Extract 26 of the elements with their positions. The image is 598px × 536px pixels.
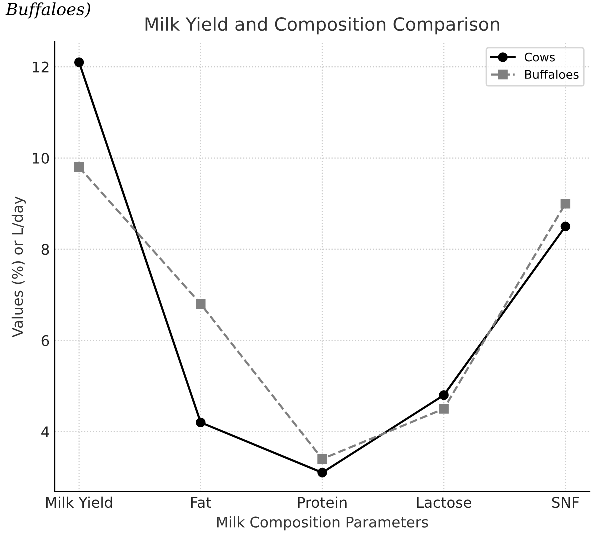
y-tick-label: 4 <box>42 426 50 438</box>
y-tick-label: 8 <box>42 244 50 256</box>
point <box>439 404 449 414</box>
legend-label: Buffaloes <box>525 70 579 80</box>
chart-title: Milk Yield and Composition Comparison <box>146 17 500 35</box>
x-tick-label: SNF <box>552 497 580 508</box>
point <box>318 454 328 464</box>
point <box>74 58 84 68</box>
y-tick-label: 6 <box>42 335 50 346</box>
point <box>318 468 328 478</box>
legend-label: Cows <box>524 52 556 62</box>
point <box>560 222 571 232</box>
y-axis-title: Values (%) or L/day <box>12 196 26 338</box>
x-tick-label: Milk Yield <box>46 496 112 508</box>
point <box>196 299 206 310</box>
point <box>196 418 206 428</box>
point <box>560 198 571 209</box>
point <box>439 390 449 400</box>
y-tick-label: 10 <box>33 152 50 164</box>
x-tick-label: Fat <box>191 497 212 508</box>
y-tick-label: 12 <box>33 62 49 73</box>
x-axis-title: Milk Composition Parameters <box>217 516 428 531</box>
text: Buffaloes) <box>6 2 90 19</box>
point <box>74 162 84 172</box>
x-tick-label: Protein <box>298 496 347 508</box>
x-tick-label: Lactose <box>417 497 472 508</box>
